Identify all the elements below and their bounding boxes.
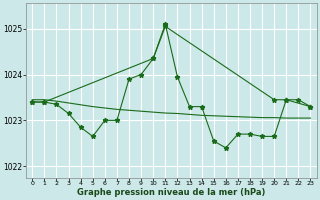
X-axis label: Graphe pression niveau de la mer (hPa): Graphe pression niveau de la mer (hPa) xyxy=(77,188,266,197)
